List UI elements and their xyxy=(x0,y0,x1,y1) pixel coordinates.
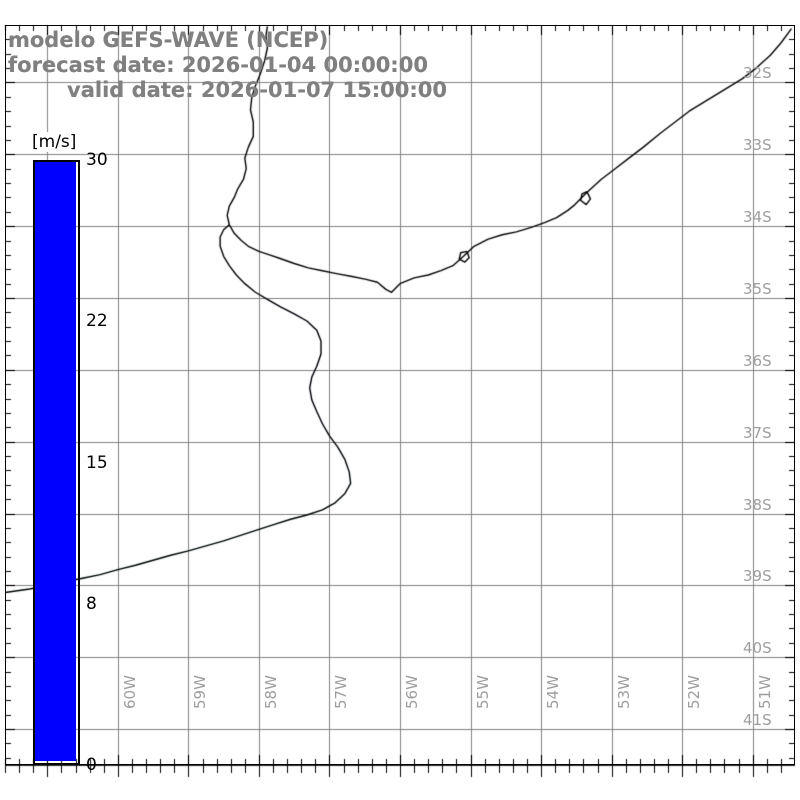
coastline-grid-arrows-canvas xyxy=(5,25,795,765)
lon-label-59W: 59W xyxy=(191,675,210,709)
lat-label-41S: 41S xyxy=(743,711,772,730)
title-valid-date: valid date: 2026-01-07 15:00:00 xyxy=(67,78,447,102)
lat-label-39S: 39S xyxy=(743,567,772,586)
title-model-line: modelo GEFS-WAVE (NCEP) xyxy=(8,28,329,52)
figure-title: modelo GEFS-WAVE (NCEP) forecast date: 2… xyxy=(8,28,528,103)
lon-label-54W: 54W xyxy=(544,675,563,709)
colorbar-unit-label: [m/s] xyxy=(30,132,79,152)
lon-label-52W: 52W xyxy=(685,675,704,709)
colorbar-frame xyxy=(33,160,80,765)
lat-label-40S: 40S xyxy=(743,639,772,658)
lon-label-51W: 51W xyxy=(755,675,774,709)
lat-label-34S: 34S xyxy=(743,208,772,227)
lat-label-37S: 37S xyxy=(743,423,772,442)
lon-label-60W: 60W xyxy=(120,675,139,709)
colorbar-tick-22: 22 xyxy=(86,311,108,332)
colorbar-tick-0: 0 xyxy=(86,755,97,775)
colorbar-tick-15: 15 xyxy=(86,452,108,473)
lat-label-36S: 36S xyxy=(743,351,772,370)
lon-label-58W: 58W xyxy=(261,675,280,709)
lon-label-57W: 57W xyxy=(332,675,351,709)
lon-label-56W: 56W xyxy=(403,675,421,709)
map-plot-area[interactable]: 32S33S34S35S36S37S38S39S40S41S61W60W59W5… xyxy=(5,25,795,765)
colorbar-tick-8: 8 xyxy=(86,593,97,614)
title-forecast-date: forecast date: 2026-01-04 00:00:00 xyxy=(8,53,428,77)
colorbar-tick-30: 30 xyxy=(86,150,108,170)
lat-label-35S: 35S xyxy=(743,280,772,298)
lat-label-33S: 33S xyxy=(743,136,772,155)
lon-label-53W: 53W xyxy=(614,675,633,709)
lat-label-32S: 32S xyxy=(743,64,772,83)
colorbar[interactable] xyxy=(33,160,80,765)
lat-label-38S: 38S xyxy=(743,495,772,514)
lon-label-55W: 55W xyxy=(473,675,492,709)
